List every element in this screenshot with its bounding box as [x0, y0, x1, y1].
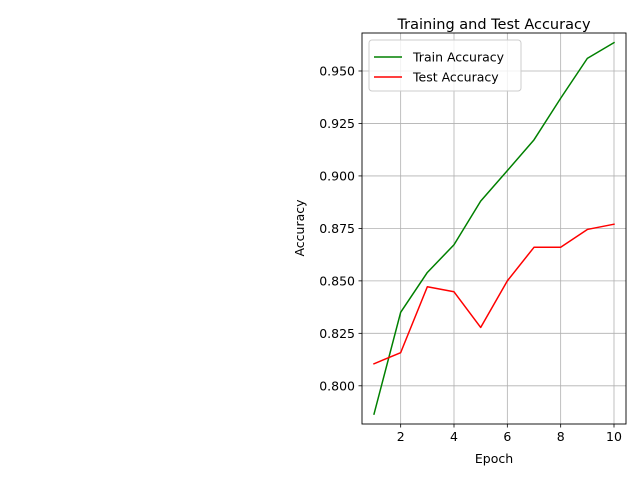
y-tick-label: 0.800 [319, 378, 355, 393]
y-axis-ticks: 0.800 0.825 0.850 0.875 0.900 0.925 0.950 [319, 63, 362, 393]
y-tick-label: 0.825 [319, 326, 355, 341]
series-line-test [373, 223, 615, 365]
x-tick-label: 6 [503, 429, 511, 444]
x-tick-label: 2 [397, 429, 405, 444]
x-tick-label: 10 [606, 429, 622, 444]
legend-label-test: Test Accuracy [412, 70, 499, 85]
legend-box [368, 39, 522, 92]
y-tick-label: 0.950 [319, 63, 355, 78]
x-axis-label: Epoch [475, 451, 513, 466]
y-tick-label: 0.850 [319, 273, 355, 288]
series-lines [373, 41, 616, 416]
x-axis-ticks: 2 4 6 8 10 [397, 424, 622, 444]
y-tick-label: 0.925 [319, 116, 355, 131]
series-line-train [373, 41, 616, 416]
y-tick-label: 0.900 [319, 168, 355, 183]
chart-title: Training and Test Accuracy [396, 17, 590, 33]
y-axis-label: Accuracy [292, 199, 307, 257]
legend-label-train: Train Accuracy [412, 50, 505, 65]
y-tick-label: 0.875 [319, 221, 355, 236]
x-tick-label: 4 [450, 429, 458, 444]
legend: Train Accuracy Test Accuracy [368, 39, 522, 92]
x-tick-label: 8 [557, 429, 565, 444]
grid-lines [362, 33, 626, 424]
